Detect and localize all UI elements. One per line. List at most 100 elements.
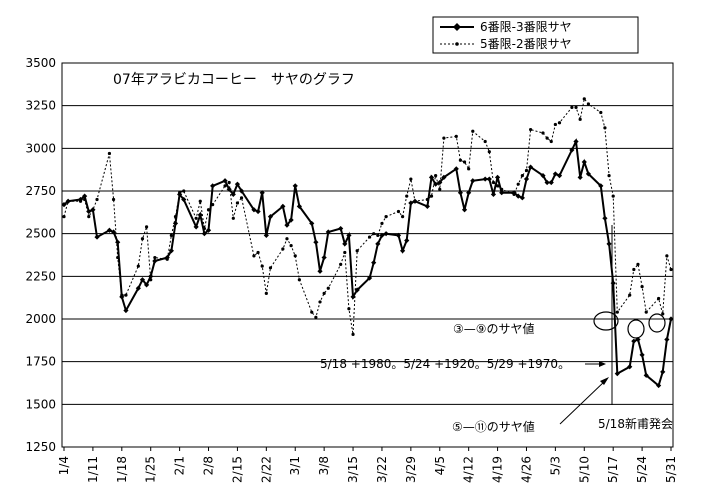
legend-marker-dot — [455, 42, 459, 46]
x-tick-label: 4/26 — [519, 456, 533, 483]
data-point-series-1 — [428, 174, 435, 180]
data-point-series-2 — [570, 105, 574, 109]
data-point-series-2 — [78, 199, 83, 203]
data-point-series-2 — [144, 225, 149, 229]
data-point-series-1 — [284, 222, 290, 228]
data-point-series-2 — [322, 291, 326, 295]
data-point-series-2 — [182, 189, 186, 193]
annotation-event-label: 5/18新甫発会 — [598, 416, 673, 431]
data-point-series-2 — [462, 160, 467, 164]
data-point-series-1 — [255, 208, 261, 215]
chart-title: 07年アラビカコーヒー サヤのグラフ — [113, 72, 355, 88]
data-point-series-1 — [453, 166, 459, 172]
data-point-series-1 — [263, 232, 269, 238]
data-point-series-1 — [573, 138, 579, 145]
data-point-series-2 — [487, 150, 491, 154]
data-point-series-1 — [540, 173, 546, 179]
data-point-series-1 — [499, 190, 505, 196]
data-point-series-2 — [351, 332, 355, 336]
x-tick-label: 1/25 — [144, 456, 158, 483]
data-point-series-1 — [379, 232, 385, 238]
data-point-series-1 — [552, 171, 558, 177]
data-point-series-2 — [599, 110, 603, 115]
data-point-series-2 — [268, 266, 273, 270]
data-point-series-2 — [607, 174, 611, 178]
data-point-series-1 — [424, 203, 430, 209]
data-point-series-2 — [640, 284, 644, 289]
x-tick-label: 2/1 — [173, 456, 187, 475]
data-point-series-2 — [149, 278, 153, 282]
data-point-series-2 — [628, 293, 632, 297]
x-tick-label: 2/15 — [230, 456, 244, 483]
data-point-series-2 — [512, 192, 516, 197]
data-point-series-1 — [354, 287, 360, 293]
y-tick-label: 2750 — [25, 184, 56, 198]
x-tick-label: 5/17 — [606, 456, 620, 483]
data-point-series-1 — [490, 191, 497, 198]
data-point-series-2 — [285, 237, 289, 241]
y-tick-label: 2000 — [25, 312, 56, 326]
data-point-series-1 — [346, 232, 352, 238]
data-point-series-1 — [486, 176, 492, 182]
data-point-series-2 — [615, 310, 619, 314]
y-tick-label: 2250 — [25, 269, 56, 283]
data-point-series-1 — [404, 237, 410, 244]
data-point-series-1 — [466, 190, 472, 196]
x-tick-label: 5/3 — [548, 456, 562, 475]
data-point-series-2 — [661, 312, 665, 316]
data-point-series-2 — [603, 126, 607, 130]
data-point-series-1 — [350, 294, 356, 300]
data-point-series-1 — [528, 164, 534, 170]
data-point-series-2 — [611, 194, 615, 198]
data-point-series-2 — [632, 267, 636, 272]
data-point-series-1 — [627, 364, 633, 370]
data-point-series-2 — [235, 201, 240, 205]
data-point-series-1 — [317, 268, 323, 274]
x-tick-label: 4/19 — [491, 456, 505, 483]
data-point-series-1 — [342, 241, 348, 247]
data-point-series-2 — [136, 264, 140, 268]
data-point-series-2 — [264, 291, 268, 295]
data-point-series-2 — [586, 102, 591, 106]
data-point-series-1 — [656, 382, 662, 389]
data-point-series-1 — [321, 254, 327, 261]
data-point-series-2 — [318, 300, 322, 304]
y-tick-label: 2500 — [25, 227, 56, 241]
data-point-series-1 — [251, 207, 257, 213]
data-point-series-1 — [115, 239, 121, 245]
data-point-series-2 — [425, 197, 429, 202]
data-point-series-1 — [635, 336, 641, 343]
data-point-series-1 — [610, 280, 616, 286]
data-point-series-2 — [227, 180, 231, 185]
data-point-series-2 — [169, 233, 173, 237]
data-point-series-2 — [124, 293, 128, 297]
annotations-layer: ③—⑨のサヤ値 5/18 +1980。5/24 +1920。5/29 +1970… — [320, 225, 673, 434]
data-point-series-2 — [400, 215, 405, 219]
y-tick-label: 3500 — [25, 56, 56, 70]
data-point-series-2 — [289, 244, 293, 248]
annotation-arrow — [559, 379, 607, 425]
grid-lines — [62, 105, 673, 405]
data-point-series-1 — [457, 190, 464, 196]
data-point-series-2 — [409, 177, 413, 181]
data-point-series-1 — [313, 239, 319, 245]
data-point-series-1 — [139, 277, 146, 283]
plot-area-border — [61, 62, 674, 448]
data-point-series-2 — [524, 168, 529, 173]
data-point-series-2 — [87, 215, 91, 219]
data-point-series-1 — [135, 285, 141, 291]
data-point-series-2 — [467, 167, 471, 171]
y-tick-label: 1250 — [25, 440, 56, 454]
y-tick-label: 3250 — [25, 99, 56, 113]
data-point-series-2 — [541, 131, 545, 135]
data-point-series-1 — [548, 179, 554, 186]
data-point-series-1 — [461, 207, 468, 213]
data-point-series-2 — [429, 194, 434, 198]
y-tick-label: 3000 — [25, 141, 56, 155]
data-point-series-1 — [598, 183, 604, 189]
series-line-1 — [63, 137, 672, 388]
data-point-series-2 — [495, 184, 500, 188]
data-point-series-1 — [441, 174, 447, 180]
data-point-series-2 — [120, 293, 124, 297]
data-point-series-2 — [107, 151, 112, 156]
